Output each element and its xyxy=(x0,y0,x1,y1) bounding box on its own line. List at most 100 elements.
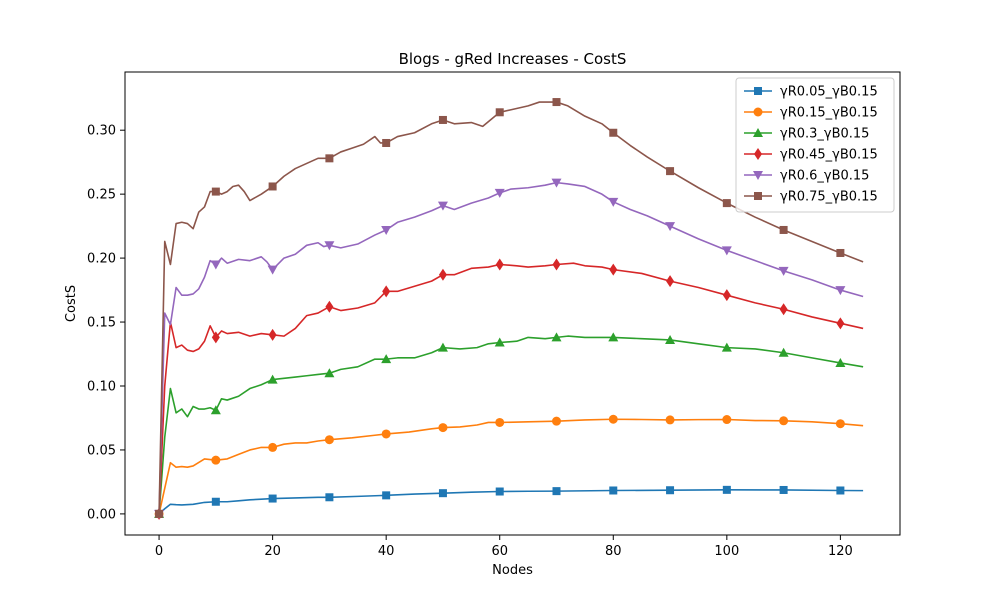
x-tick-label: 60 xyxy=(491,544,508,559)
data-point xyxy=(551,178,562,188)
legend-label: γR0.75_γB0.15 xyxy=(780,190,878,205)
data-point xyxy=(325,300,334,313)
legend-marker xyxy=(753,171,763,180)
legend-marker xyxy=(754,192,762,200)
data-point xyxy=(608,332,619,342)
data-point xyxy=(211,497,220,506)
y-tick-label: 0.20 xyxy=(87,252,116,267)
data-point xyxy=(608,414,618,424)
data-point xyxy=(552,258,561,271)
data-point xyxy=(836,248,845,257)
data-point xyxy=(665,334,676,344)
series-layer xyxy=(154,98,864,520)
data-point xyxy=(438,423,448,433)
series-5 xyxy=(155,98,864,518)
legend-entry-5: γR0.75_γB0.15 xyxy=(744,190,878,205)
legend-marker xyxy=(754,148,762,160)
data-point xyxy=(268,494,277,503)
legend-label: γR0.3_γB0.15 xyxy=(780,127,869,142)
data-point xyxy=(210,405,221,415)
x-tick-label: 0 xyxy=(155,544,163,559)
y-tick-label: 0.10 xyxy=(87,379,116,394)
data-point xyxy=(779,225,788,234)
data-point xyxy=(495,487,504,496)
data-point xyxy=(778,347,789,357)
data-point xyxy=(495,258,504,271)
series-line xyxy=(158,418,864,515)
y-tick-label: 0.15 xyxy=(87,316,116,331)
data-point xyxy=(267,265,278,275)
series-line xyxy=(158,101,864,514)
data-point xyxy=(381,225,392,235)
legend-entry-0: γR0.05_γB0.15 xyxy=(744,85,878,100)
legend-box xyxy=(735,77,895,213)
legend-marker xyxy=(753,128,763,137)
legend-marker xyxy=(754,87,762,95)
series-line xyxy=(158,181,864,514)
axes-layer: 0 20 40 60 80 100 120 0.00 0.05 0.10 0.15 0.20 0.25 0… xyxy=(87,71,901,559)
data-point xyxy=(438,489,447,498)
x-tick-label: 100 xyxy=(714,544,739,559)
data-point xyxy=(325,154,334,163)
data-point xyxy=(494,337,505,347)
data-point xyxy=(836,317,845,330)
legend-marker xyxy=(753,107,763,117)
data-point xyxy=(268,328,277,341)
data-point xyxy=(779,303,788,316)
data-point xyxy=(666,275,675,288)
x-axis-label: Nodes xyxy=(492,563,533,578)
data-point xyxy=(495,108,504,117)
chart-title: Blogs - gRed Increases - CostS xyxy=(399,50,627,68)
data-point xyxy=(438,115,447,124)
data-point xyxy=(210,260,221,270)
data-point xyxy=(609,486,618,495)
data-point xyxy=(552,416,562,426)
y-axis-label: CostS xyxy=(64,285,79,322)
legend-label: γR0.05_γB0.15 xyxy=(780,85,878,100)
data-point xyxy=(437,201,448,211)
data-point xyxy=(609,263,618,276)
x-tick-label: 120 xyxy=(828,544,853,559)
data-point xyxy=(666,167,675,176)
data-point xyxy=(609,128,618,137)
data-point xyxy=(722,415,732,425)
legend-label: γR0.6_γB0.15 xyxy=(780,169,869,184)
data-point xyxy=(836,486,845,495)
data-point xyxy=(268,442,278,452)
data-point xyxy=(438,268,447,281)
data-point xyxy=(835,419,845,429)
data-point xyxy=(211,455,221,465)
data-point xyxy=(381,354,392,364)
series-2 xyxy=(154,332,864,518)
x-tick-label: 40 xyxy=(378,544,395,559)
data-point xyxy=(211,187,220,196)
legend-entry-3: γR0.45_γB0.15 xyxy=(744,148,878,163)
data-point xyxy=(778,266,789,276)
data-point xyxy=(665,415,675,425)
data-point xyxy=(835,286,846,296)
data-point xyxy=(268,182,277,191)
data-point xyxy=(324,368,335,378)
x-tick-label: 20 xyxy=(264,544,281,559)
data-point xyxy=(779,485,788,494)
y-tick-label: 0.30 xyxy=(87,124,116,139)
plot-frame xyxy=(124,71,901,536)
data-point xyxy=(835,357,846,367)
data-point xyxy=(722,485,731,494)
data-point xyxy=(666,486,675,495)
data-point xyxy=(382,285,391,298)
data-point xyxy=(722,289,731,302)
data-point xyxy=(495,417,505,427)
data-point xyxy=(324,241,335,251)
series-1 xyxy=(154,414,864,519)
y-tick-label: 0.00 xyxy=(87,507,116,522)
data-point xyxy=(324,435,334,445)
data-point xyxy=(381,429,391,439)
legend-label: γR0.15_γB0.15 xyxy=(780,106,878,121)
data-point xyxy=(382,491,391,500)
x-tick-label: 80 xyxy=(605,544,622,559)
data-point xyxy=(437,342,448,352)
series-line xyxy=(158,489,864,515)
data-point xyxy=(665,222,676,232)
legend-entry-1: γR0.15_γB0.15 xyxy=(744,106,878,121)
